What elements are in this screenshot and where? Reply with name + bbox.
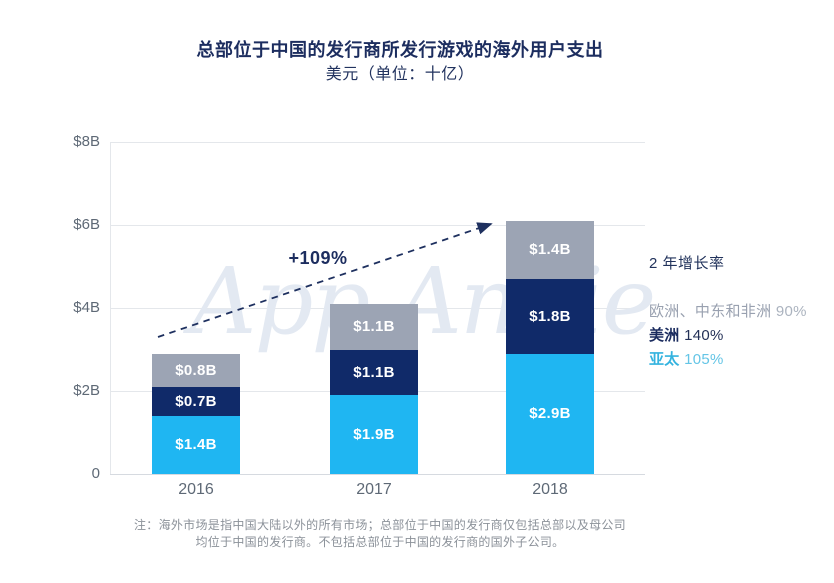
- bar-segment-label: $1.4B: [175, 436, 217, 454]
- y-axis-tick-label: $6B: [73, 216, 100, 233]
- legend-item-value: 140%: [684, 327, 724, 344]
- bar-segment-label: $1.1B: [353, 318, 395, 336]
- bar-segment-label: $0.8B: [175, 361, 217, 379]
- gridline: [110, 474, 645, 475]
- y-axis-tick-label: 0: [91, 465, 100, 482]
- y-axis-tick-label: $2B: [73, 382, 100, 399]
- footnote-line-2: 均位于中国的发行商。不包括总部位于中国的发行商的国外子公司。: [195, 535, 565, 549]
- chart-title: 总部位于中国的发行商所发行游戏的海外用户支出: [196, 40, 604, 60]
- y-axis-tick-label: $4B: [73, 299, 100, 316]
- bar-segment-label: $1.9B: [353, 426, 395, 444]
- bar-segment-label: $1.1B: [353, 363, 395, 381]
- x-axis-tick-label: 2018: [532, 481, 568, 498]
- bar-segment-label: $2.9B: [529, 405, 571, 423]
- x-axis-tick-label: 2017: [356, 481, 392, 498]
- legend-title: 2 年增长率: [649, 255, 725, 272]
- y-axis-line: [110, 142, 111, 474]
- y-axis-tick-label: $8B: [73, 133, 100, 150]
- legend-item: 美洲 140%: [649, 324, 807, 348]
- footnote-line-1: 注：海外市场是指中国大陆以外的所有市场；总部位于中国的发行商仅包括总部以及母公司: [133, 518, 626, 532]
- bar-segment-2018: $2.9B: [506, 353, 594, 474]
- legend-item-name: 美洲: [649, 327, 685, 344]
- bar-segment-2016: $1.4B: [152, 415, 240, 474]
- legend-item-value: 105%: [684, 351, 724, 368]
- bar-segment-2017: $1.1B: [330, 349, 418, 396]
- legend-items: 欧洲、中东和非洲 90% 美洲 140% 亚太 105%: [649, 300, 807, 372]
- bar-segment-label: $1.8B: [529, 307, 571, 325]
- legend-item-value: 90%: [775, 303, 807, 320]
- legend-item: 亚太 105%: [649, 348, 807, 372]
- bar-2018: $2.9B $1.8B $1.4B: [506, 220, 594, 474]
- bar-2016: $1.4B $0.7B $0.8B: [152, 353, 240, 474]
- gridline: [110, 142, 645, 143]
- legend: 2 年增长率 欧洲、中东和非洲 90% 美洲 140% 亚太 105%: [649, 252, 807, 372]
- x-axis-tick-label: 2016: [178, 481, 214, 498]
- legend-item: 欧洲、中东和非洲 90%: [649, 300, 807, 324]
- bar-segment-label: $1.4B: [529, 241, 571, 259]
- bar-segment-2017: $1.1B: [330, 303, 418, 350]
- bar-segment-2018: $1.8B: [506, 279, 594, 354]
- bar-2017: $1.9B $1.1B $1.1B: [330, 303, 418, 474]
- chart-subtitle: 美元（单位：十亿）: [325, 66, 475, 83]
- bar-segment-label: $0.7B: [175, 392, 217, 410]
- bar-segment-2018: $1.4B: [506, 220, 594, 280]
- legend-item-name: 欧洲、中东和非洲: [649, 303, 776, 320]
- footnote: 注：海外市场是指中国大陆以外的所有市场；总部位于中国的发行商仅包括总部以及母公司…: [40, 517, 720, 551]
- bar-segment-2016: $0.7B: [152, 386, 240, 416]
- growth-annotation: +109%: [288, 248, 348, 268]
- bar-segment-2017: $1.9B: [330, 395, 418, 474]
- bar-segment-2016: $0.8B: [152, 353, 240, 387]
- legend-item-name: 亚太: [649, 351, 685, 368]
